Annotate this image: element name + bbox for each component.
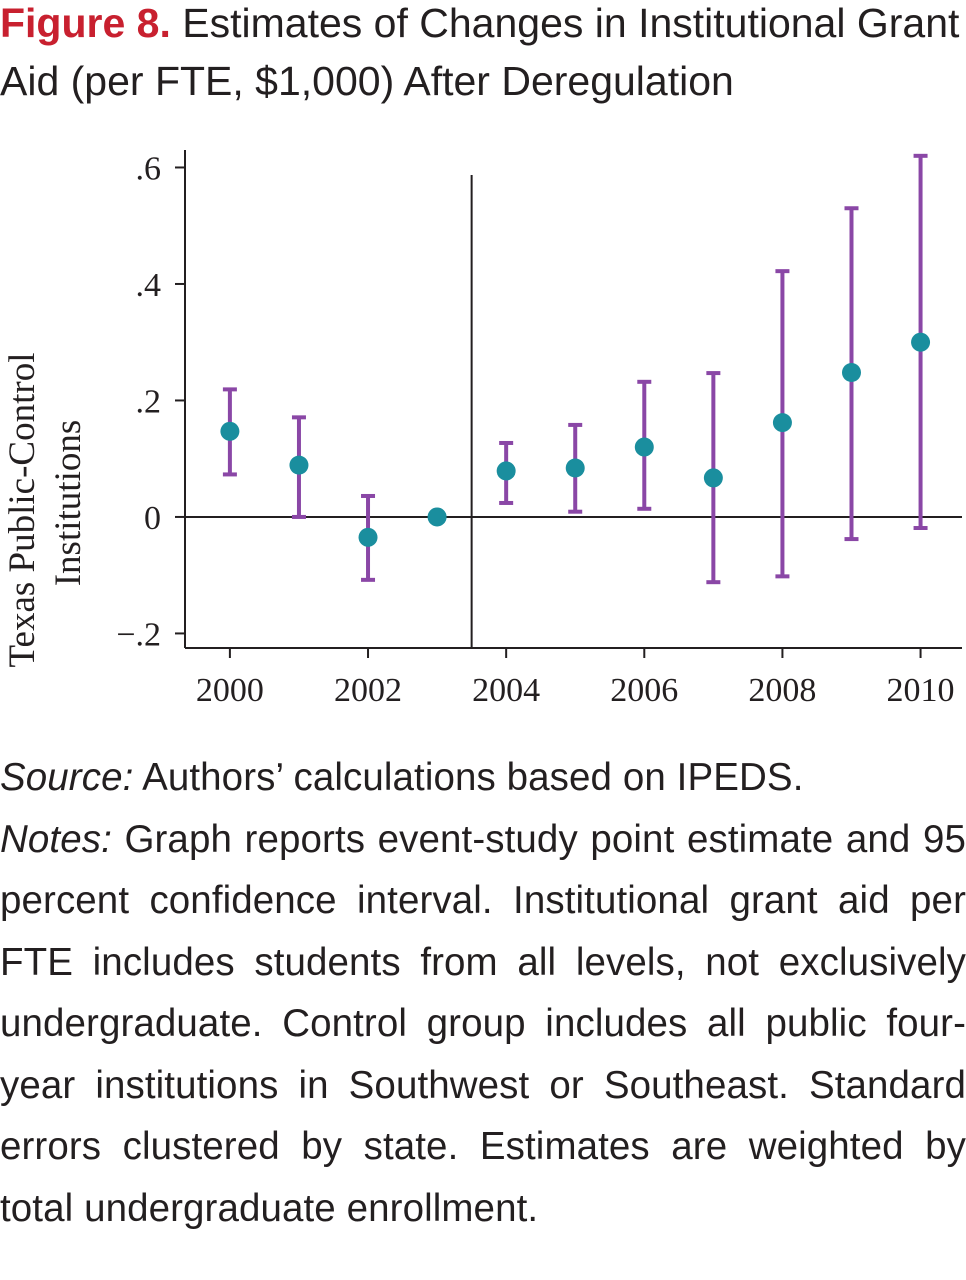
x-tick-label: 2010 xyxy=(887,672,955,709)
point-estimate xyxy=(220,421,240,441)
tick-labels: −.2 0 .2 .4 .6 2000 2002 2004 2006 2008 2010 xyxy=(116,150,954,709)
x-tick-label: 2000 xyxy=(196,672,264,709)
point-estimate xyxy=(772,413,792,433)
reference-lines xyxy=(185,175,962,648)
point-estimate xyxy=(911,332,931,352)
point-estimate xyxy=(565,458,585,478)
point-estimate xyxy=(841,362,861,382)
x-tick-label: 2004 xyxy=(472,672,540,709)
notes-text: Graph reports event-study point estimate… xyxy=(0,817,966,1230)
confidence-intervals xyxy=(222,153,928,585)
notes-paragraph: Notes: Graph reports event-study point e… xyxy=(0,809,966,1240)
point-estimate xyxy=(703,468,723,488)
point-estimates xyxy=(220,332,931,547)
point-estimate xyxy=(358,527,378,547)
y-tick-label: .4 xyxy=(136,267,162,304)
event-study-chart: Texas Public-Control Institutions −.2 0 .2… xyxy=(2,150,962,709)
y-tick-label: 0 xyxy=(144,500,161,537)
point-estimate xyxy=(634,437,654,457)
figure-title: Figure 8. Estimates of Changes in Instit… xyxy=(0,0,966,110)
figure-caption: Source: Authors’ calculations based on I… xyxy=(0,747,966,1239)
y-axis-title: Texas Public-Control Institutions xyxy=(2,353,89,668)
source-line: Source: Authors’ calculations based on I… xyxy=(0,747,966,809)
y-tick-label: −.2 xyxy=(116,616,161,653)
source-text: Authors’ calculations based on IPEDS. xyxy=(142,756,804,799)
point-estimate xyxy=(427,507,447,527)
point-estimate xyxy=(496,461,516,481)
y-axis-title-line-1: Texas Public-Control xyxy=(2,353,43,668)
axes xyxy=(175,150,962,658)
notes-label: Notes: xyxy=(0,817,112,861)
y-tick-label: .6 xyxy=(136,150,162,187)
y-tick-label: .2 xyxy=(136,383,162,420)
point-estimate xyxy=(289,455,309,475)
figure-label: Figure 8. xyxy=(0,0,171,46)
y-axis-title-line-2: Institutions xyxy=(48,420,89,587)
source-label: Source: xyxy=(0,756,134,799)
x-tick-label: 2002 xyxy=(334,672,402,709)
x-tick-label: 2008 xyxy=(748,672,816,709)
figure-title-text: Estimates of Changes in Institutional Gr… xyxy=(0,0,960,104)
x-tick-label: 2006 xyxy=(610,672,678,709)
